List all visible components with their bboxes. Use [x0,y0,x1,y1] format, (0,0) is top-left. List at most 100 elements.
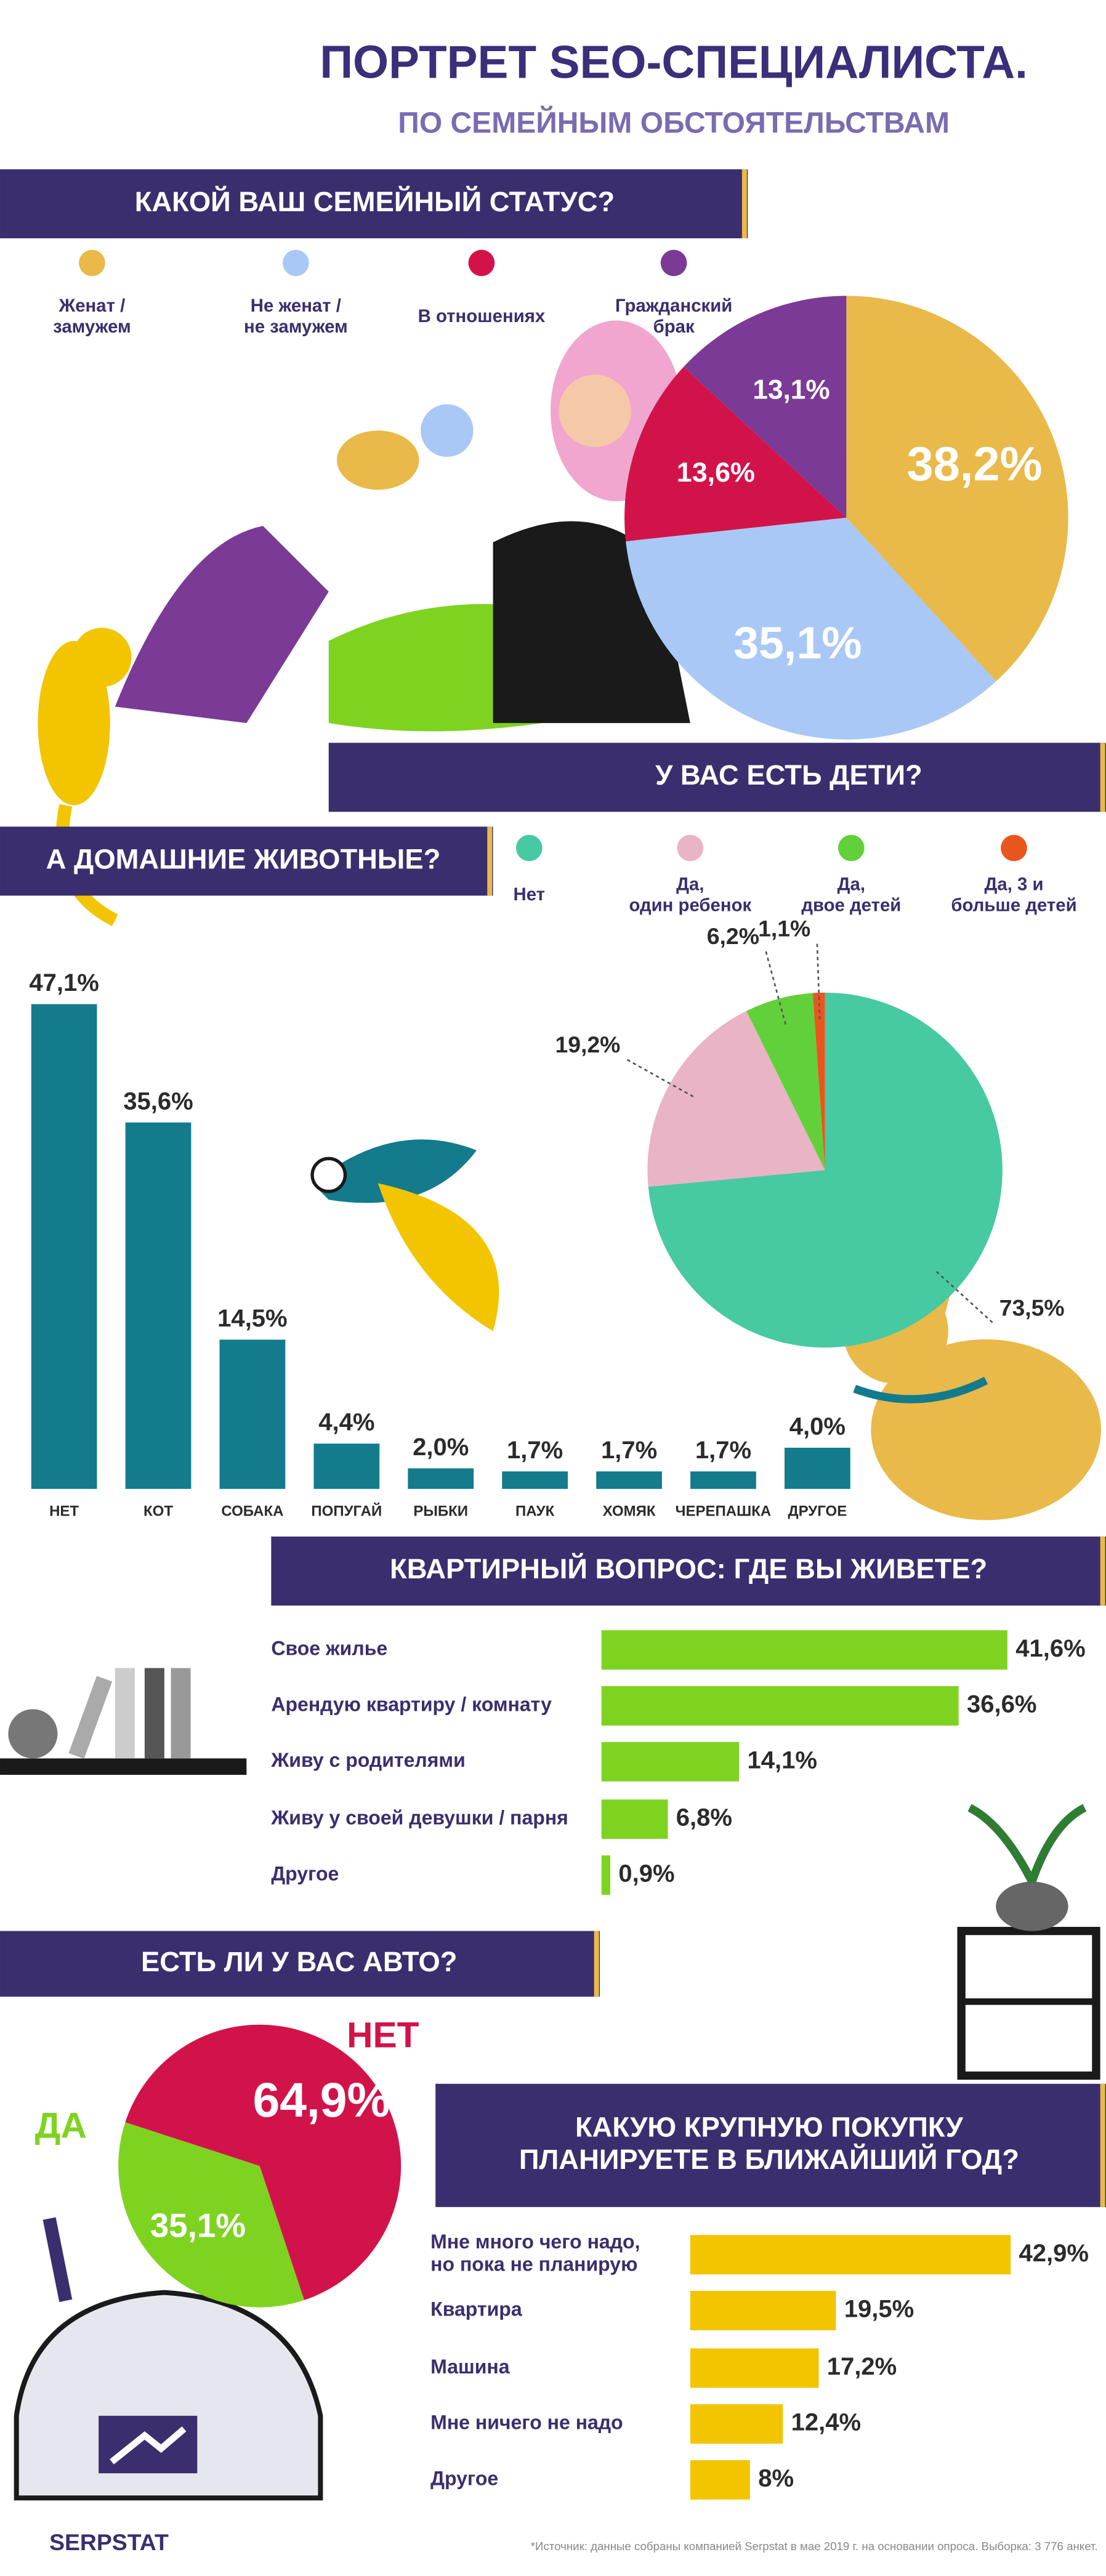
category-label: Квартира [430,2298,523,2320]
bar [601,1630,1007,1670]
category-label: Другое [271,1862,339,1884]
bar [690,2404,783,2444]
bar [690,2235,1011,2275]
value-label: 17,2% [827,2353,897,2380]
decor-plant-shelf [957,1804,1100,2080]
x-tick-label: КОТ [143,1503,173,1519]
value-label: 19,5% [844,2296,914,2323]
x-tick-label: НЕТ [49,1503,79,1519]
bar [690,2348,819,2388]
pie-slice [648,992,1003,1348]
section-banner [0,1931,600,1997]
bar [601,1686,959,1726]
category-label: Мне ничего не надо [430,2412,623,2434]
bar [596,1471,662,1489]
slice-label: 13,1% [753,375,830,405]
slice-label: 35,1% [150,2207,246,2245]
legend-label: Женат / замужем [53,296,131,337]
slice-label: 38,2% [906,438,1042,491]
category-label: Живу с родителями [270,1749,465,1771]
bar [690,1471,756,1489]
x-tick-label: ЧЕРЕПАШКА [676,1503,772,1519]
footnote: *Источник: данные собраны компанией Serp… [531,2540,1098,2553]
category-label: Арендую квартиру / комнату [271,1693,552,1715]
value-label: 42,9% [1019,2240,1089,2267]
bar [125,1122,192,1489]
section-banner [0,169,748,238]
value-label: 4,0% [789,1413,846,1440]
category-label: Живу у своей девушки / парня [270,1807,568,1829]
bar [601,1799,668,1839]
legend-swatch [1001,834,1027,862]
slice-label: 13,6% [677,456,755,488]
section-title: КВАРТИРНЫЙ ВОПРОС: ГДЕ ВЫ ЖИВЕТЕ? [390,1552,987,1585]
bar [502,1471,568,1489]
section-banner [328,743,1106,812]
bar [601,1742,740,1782]
section-title: ЕСТЬ ЛИ У ВАС АВТО? [141,1946,457,1977]
pie-slice [118,2122,304,2307]
bar [785,1447,850,1489]
legend-swatch [838,834,865,862]
pie-slice [684,296,847,518]
x-tick-label: ДРУГОЕ [788,1503,847,1519]
legend-label: Гражданский брак [615,296,732,337]
value-label: 41,6% [1015,1635,1085,1662]
value-label: 14,1% [747,1746,817,1774]
category-label: Свое жилье [271,1637,387,1660]
bar [219,1339,286,1489]
value-label: 1,7% [601,1437,657,1464]
category-label: Другое [430,2467,498,2489]
legend-swatch [660,249,687,277]
bar [313,1443,380,1489]
decor-family [115,320,690,732]
section-banner [271,1536,1106,1606]
x-tick-label: РЫБКИ [413,1503,468,1519]
section-title: КАКУЮ КРУПНУЮ ПОКУПКУ ПЛАНИРУЕТЕ В БЛИЖАЙ… [519,2112,1019,2175]
legend-label: Да, двое детей [801,874,901,915]
bar [31,1004,97,1489]
bar [690,2291,836,2331]
section-title: КАКОЙ ВАШ СЕМЕЙНЫЙ СТАТУС? [135,185,615,217]
slice-label: 1,1% [758,916,810,942]
value-label: 14,5% [217,1305,287,1332]
category-label: Мне много чего надо, но пока не планирую [430,2231,640,2275]
decor-parrot [310,1139,499,1331]
pie-slice [125,2024,402,2301]
value-label: 36,6% [967,1691,1036,1718]
value-label: 2,0% [413,1434,469,1461]
slice-label: 6,2% [707,923,759,949]
legend-label: В отношениях [418,306,546,326]
value-label: 8% [758,2465,794,2492]
section-title: А ДОМАШНИЕ ЖИВОТНЫЕ? [46,843,441,874]
legend-label: Не женат / не замужем [244,296,348,337]
slice-label: 19,2% [555,1032,620,1057]
decor-shelf [0,1668,247,1775]
pie-slice [626,517,996,740]
legend-swatch [79,249,105,277]
value-label: 12,4% [791,2409,861,2436]
x-tick-label: ХОМЯК [603,1503,656,1519]
legend-swatch [468,249,495,277]
page-subtitle: ПО СЕМЕЙНЫМ ОБСТОЯТЕЛЬСТВАМ [398,105,950,139]
bar [601,1855,610,1895]
value-label: 4,4% [318,1409,374,1436]
section-banner [0,826,493,896]
value-label: 6,8% [676,1804,732,1831]
pie-slice [746,993,825,1171]
x-tick-label: ПОПУГАЙ [311,1502,382,1519]
value-label: 0,9% [618,1860,674,1887]
legend-swatch [283,249,309,277]
page-title: ПОРТРЕТ SEO-СПЕЦИАЛИСТА. [320,36,1028,87]
category-label: ДА [35,2106,87,2146]
pie-slice [846,296,1068,682]
slice-label: 64,9% [252,2073,390,2127]
category-label: НЕТ [347,2016,419,2056]
section-banner [435,2083,1106,2207]
brand: SERPSTAT [49,2529,169,2555]
slice-label: 35,1% [733,617,862,668]
value-label: 1,7% [695,1437,751,1464]
legend-label: Да, один ребенок [629,874,751,915]
bar [408,1468,474,1489]
